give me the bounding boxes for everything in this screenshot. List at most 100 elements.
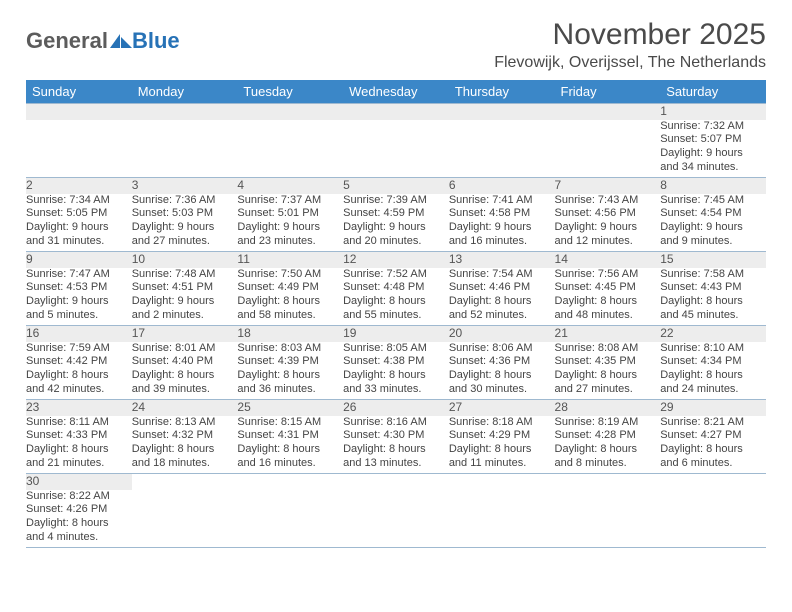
day-info-cell [237, 490, 343, 548]
daylight2-text: and 42 minutes. [26, 383, 132, 397]
sunrise-text: Sunrise: 8:11 AM [26, 416, 132, 430]
weekday-header: SundayMondayTuesdayWednesdayThursdayFrid… [26, 80, 766, 104]
day-info-cell [343, 120, 449, 178]
sunrise-text: Sunrise: 8:13 AM [132, 416, 238, 430]
day-info-cell: Sunrise: 7:41 AMSunset: 4:58 PMDaylight:… [449, 194, 555, 252]
sunrise-text: Sunrise: 7:36 AM [132, 194, 238, 208]
sunrise-text: Sunrise: 8:05 AM [343, 342, 449, 356]
weekday-header-cell: Friday [555, 80, 661, 104]
day-info-cell: Sunrise: 8:11 AMSunset: 4:33 PMDaylight:… [26, 416, 132, 474]
sunset-text: Sunset: 4:43 PM [660, 281, 766, 295]
daylight2-text: and 58 minutes. [237, 309, 343, 323]
day-number-cell: 27 [449, 400, 555, 416]
daylight2-text: and 36 minutes. [237, 383, 343, 397]
sunrise-text: Sunrise: 8:01 AM [132, 342, 238, 356]
daylight2-text: and 4 minutes. [26, 531, 132, 545]
header: General Blue November 2025 Flevowijk, Ov… [26, 18, 766, 72]
daylight2-text: and 12 minutes. [555, 235, 661, 249]
sunrise-text: Sunrise: 8:03 AM [237, 342, 343, 356]
sunrise-text: Sunrise: 8:10 AM [660, 342, 766, 356]
sail-icon [110, 32, 132, 48]
day-number-cell: 10 [132, 252, 238, 268]
sunset-text: Sunset: 5:03 PM [132, 207, 238, 221]
daylight2-text: and 55 minutes. [343, 309, 449, 323]
sunset-text: Sunset: 4:32 PM [132, 429, 238, 443]
day-info-cell [555, 120, 661, 178]
daylight2-text: and 48 minutes. [555, 309, 661, 323]
daylight1-text: Daylight: 8 hours [132, 369, 238, 383]
day-number-cell: 14 [555, 252, 661, 268]
sunrise-text: Sunrise: 7:32 AM [660, 120, 766, 134]
day-number-cell: 26 [343, 400, 449, 416]
sunrise-text: Sunrise: 7:48 AM [132, 268, 238, 282]
day-info-cell: Sunrise: 8:19 AMSunset: 4:28 PMDaylight:… [555, 416, 661, 474]
daylight1-text: Daylight: 8 hours [449, 369, 555, 383]
sunrise-text: Sunrise: 7:58 AM [660, 268, 766, 282]
sunrise-text: Sunrise: 8:18 AM [449, 416, 555, 430]
day-info-cell: Sunrise: 7:34 AMSunset: 5:05 PMDaylight:… [26, 194, 132, 252]
day-number-cell: 29 [660, 400, 766, 416]
sunrise-text: Sunrise: 8:06 AM [449, 342, 555, 356]
day-number-cell: 13 [449, 252, 555, 268]
day-info-cell: Sunrise: 8:05 AMSunset: 4:38 PMDaylight:… [343, 342, 449, 400]
day-number-cell: 3 [132, 178, 238, 194]
day-info-row: Sunrise: 7:34 AMSunset: 5:05 PM Daylight:… [26, 194, 766, 252]
day-number-cell: 18 [237, 326, 343, 342]
day-info-cell [237, 120, 343, 178]
sunset-text: Sunset: 4:28 PM [555, 429, 661, 443]
day-info-cell: Sunrise: 7:39 AMSunset: 4:59 PMDaylight:… [343, 194, 449, 252]
daylight1-text: Daylight: 8 hours [660, 295, 766, 309]
daylight1-text: Daylight: 9 hours [660, 221, 766, 235]
daylight1-text: Daylight: 8 hours [449, 295, 555, 309]
day-info-row: Sunrise: 7:59 AMSunset: 4:42 PMDaylight:… [26, 342, 766, 400]
daylight2-text: and 27 minutes. [132, 235, 238, 249]
day-number-cell: 11 [237, 252, 343, 268]
sunrise-text: Sunrise: 7:41 AM [449, 194, 555, 208]
day-number-cell: 5 [343, 178, 449, 194]
daylight1-text: Daylight: 9 hours [660, 147, 766, 161]
day-info-row: Sunrise: 7:32 AMSunset: 5:07 PMDaylight:… [26, 120, 766, 178]
day-number-cell: 1 [660, 104, 766, 120]
daylight2-text: and 21 minutes. [26, 457, 132, 471]
day-info-cell [449, 490, 555, 548]
daylight1-text: Daylight: 8 hours [660, 443, 766, 457]
sunset-text: Sunset: 4:53 PM [26, 281, 132, 295]
sunrise-text: Sunrise: 7:43 AM [555, 194, 661, 208]
day-info-cell [132, 490, 238, 548]
sunset-text: Sunset: 4:31 PM [237, 429, 343, 443]
day-number-row: 1 [26, 104, 766, 120]
day-number-row: 16171819202122 [26, 326, 766, 342]
day-number-cell [660, 474, 766, 490]
sunset-text: Sunset: 4:34 PM [660, 355, 766, 369]
day-number-cell [237, 104, 343, 120]
day-info-cell: Sunrise: 7:32 AMSunset: 5:07 PMDaylight:… [660, 120, 766, 178]
day-number-cell: 15 [660, 252, 766, 268]
daylight2-text: and 6 minutes. [660, 457, 766, 471]
sunset-text: Sunset: 4:26 PM [26, 503, 132, 517]
sunrise-text: Sunrise: 7:50 AM [237, 268, 343, 282]
sunrise-text: Sunrise: 7:34 AM [26, 194, 132, 208]
daylight1-text: Daylight: 9 hours [449, 221, 555, 235]
weekday-header-cell: Saturday [660, 80, 766, 104]
daylight1-text: Daylight: 9 hours [555, 221, 661, 235]
sunrise-text: Sunrise: 7:47 AM [26, 268, 132, 282]
sunset-text: Sunset: 5:05 PM [26, 207, 132, 221]
sunset-text: Sunset: 4:49 PM [237, 281, 343, 295]
day-info-cell: Sunrise: 8:06 AMSunset: 4:36 PMDaylight:… [449, 342, 555, 400]
sunset-text: Sunset: 5:07 PM [660, 133, 766, 147]
sunrise-text: Sunrise: 7:37 AM [237, 194, 343, 208]
day-info-cell: Sunrise: 7:47 AMSunset: 4:53 PMDaylight:… [26, 268, 132, 326]
day-info-cell: Sunrise: 8:08 AMSunset: 4:35 PMDaylight:… [555, 342, 661, 400]
day-info-cell: Sunrise: 7:59 AMSunset: 4:42 PMDaylight:… [26, 342, 132, 400]
sunrise-text: Sunrise: 8:08 AM [555, 342, 661, 356]
daylight2-text: and 16 minutes. [237, 457, 343, 471]
daylight1-text: Daylight: 8 hours [555, 295, 661, 309]
day-info-cell: Sunrise: 8:16 AMSunset: 4:30 PMDaylight:… [343, 416, 449, 474]
day-info-cell: Sunrise: 7:50 AMSunset: 4:49 PMDaylight:… [237, 268, 343, 326]
daylight2-text: and 23 minutes. [237, 235, 343, 249]
day-number-row: 2345678 [26, 178, 766, 194]
day-number-cell: 8 [660, 178, 766, 194]
sunrise-text: Sunrise: 7:39 AM [343, 194, 449, 208]
day-number-cell [343, 474, 449, 490]
sunset-text: Sunset: 4:58 PM [449, 207, 555, 221]
